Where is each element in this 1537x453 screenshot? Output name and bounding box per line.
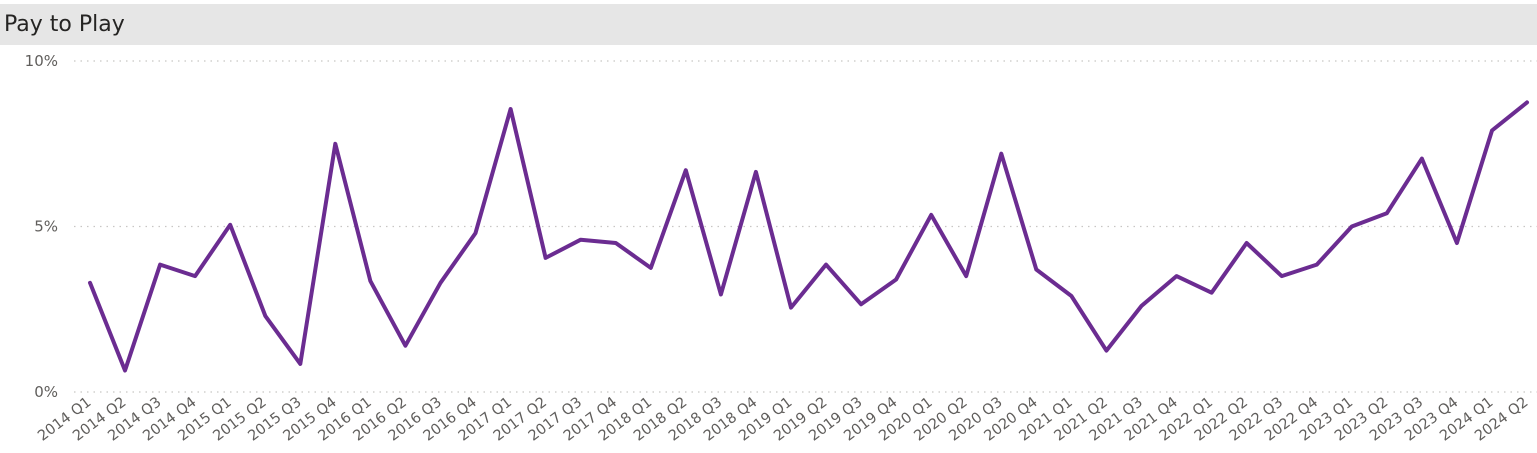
series — [88, 100, 1529, 373]
data-point — [1385, 211, 1389, 215]
data-point — [1420, 157, 1424, 161]
data-point — [1350, 225, 1354, 229]
data-point — [368, 279, 372, 283]
data-point — [509, 107, 513, 111]
data-point — [474, 231, 478, 235]
data-point — [1455, 241, 1459, 245]
data-point — [719, 292, 723, 296]
data-point — [579, 238, 583, 242]
data-point — [158, 263, 162, 267]
gridlines — [74, 60, 1537, 393]
y-tick-label: 5% — [34, 218, 58, 236]
series-line — [88, 100, 1529, 373]
data-point — [193, 274, 197, 278]
data-point — [263, 314, 267, 318]
data-point — [1069, 294, 1073, 298]
data-point — [1175, 274, 1179, 278]
data-point — [824, 263, 828, 267]
data-point — [649, 266, 653, 270]
data-point — [859, 302, 863, 306]
data-point — [684, 168, 688, 172]
data-point — [1245, 241, 1249, 245]
data-point — [1315, 263, 1319, 267]
data-point — [1034, 268, 1038, 272]
data-point — [1525, 100, 1529, 104]
data-point — [1210, 291, 1214, 295]
y-tick-label: 10% — [25, 52, 58, 70]
data-point — [999, 152, 1003, 156]
data-point — [1104, 349, 1108, 353]
data-point — [298, 362, 302, 366]
data-point — [1490, 129, 1494, 133]
data-point — [123, 368, 127, 372]
data-point — [789, 306, 793, 310]
data-point — [1140, 304, 1144, 308]
data-point — [403, 344, 407, 348]
data-point — [228, 223, 232, 227]
chart-title: Pay to Play — [4, 12, 125, 37]
data-point — [964, 274, 968, 278]
data-point — [929, 213, 933, 217]
y-axis: 10% 5% 0% — [25, 52, 58, 401]
data-point — [894, 277, 898, 281]
title-bar: Pay to Play — [0, 4, 1537, 45]
y-tick-label: 0% — [34, 383, 58, 401]
data-point — [88, 281, 92, 285]
data-point — [439, 281, 443, 285]
data-point — [1280, 274, 1284, 278]
data-point — [544, 256, 548, 260]
data-point — [333, 142, 337, 146]
data-point — [754, 170, 758, 174]
data-point — [614, 241, 618, 245]
